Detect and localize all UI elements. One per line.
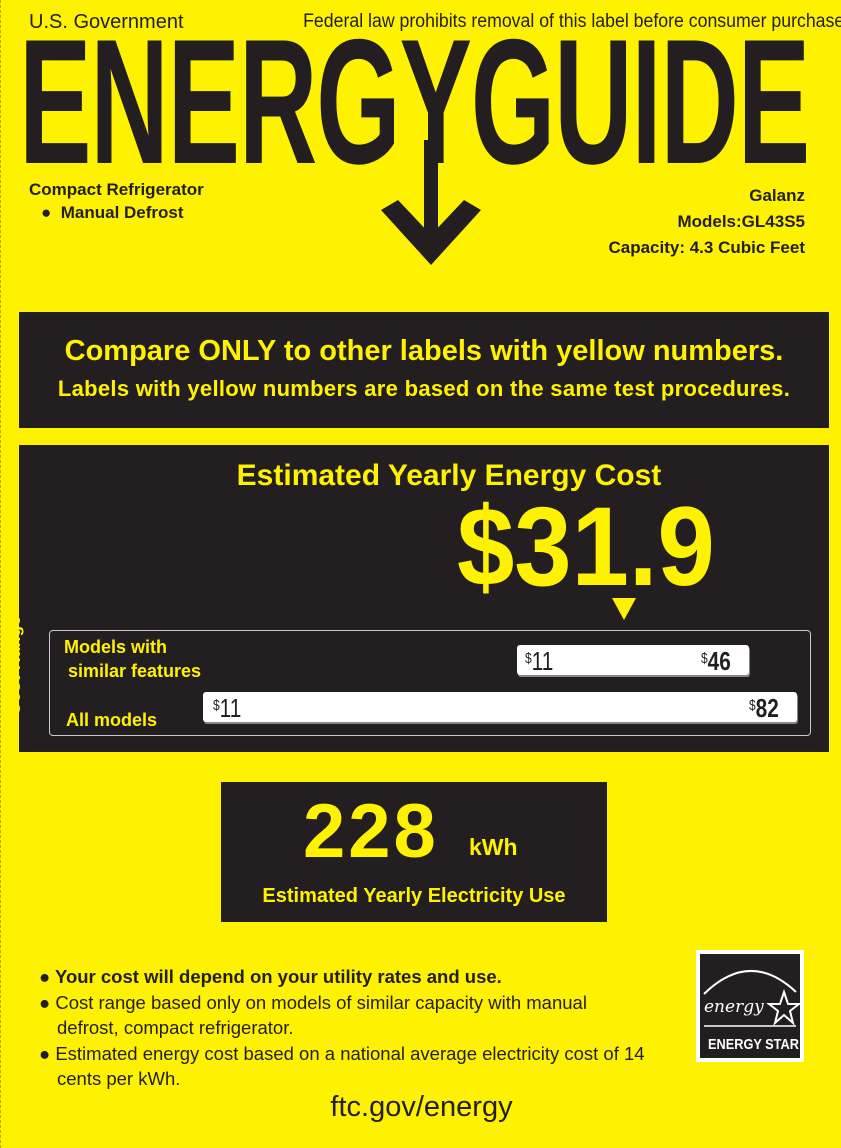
notes-list: ● Your cost will depend on your utility … <box>39 964 649 1092</box>
currency-symbol: $ <box>525 650 532 667</box>
compare-line-1: Compare ONLY to other labels with yellow… <box>64 335 784 367</box>
cost-heading: Estimated Yearly Energy Cost <box>236 459 662 492</box>
note-item: ● Your cost will depend on your utility … <box>39 966 502 987</box>
compare-box: Compare ONLY to other labels with yellow… <box>19 312 829 428</box>
electricity-label: Estimated Yearly Electricity Use <box>262 885 566 907</box>
kwh-value: 228 <box>303 789 439 874</box>
similar-min: 11 <box>531 646 554 676</box>
brand: Galanz <box>749 186 805 205</box>
cost-box: Estimated Yearly Energy Cost $31.9 Cost … <box>5 445 829 752</box>
yearly-cost-value: $31.9 <box>457 484 715 609</box>
kwh-unit: kWh <box>469 834 518 860</box>
energy-star-text: ENERGY STAR <box>708 1036 799 1053</box>
models: Models:GL43S5 <box>677 212 805 231</box>
similar-label-1: Models with <box>64 637 167 657</box>
all-min: 11 <box>219 693 242 723</box>
bullet-icon: ● <box>41 203 52 222</box>
ftc-url[interactable]: ftc.gov/energy <box>330 1091 513 1123</box>
arrow-down-icon <box>381 140 481 265</box>
note-item: ● Estimated energy cost based on a natio… <box>39 1042 645 1090</box>
currency-symbol: $ <box>213 697 220 714</box>
electricity-box: 228 kWh Estimated Yearly Electricity Use <box>221 782 607 922</box>
note-text: Your cost will depend on your utility ra… <box>54 966 502 987</box>
product-type: Compact Refrigerator <box>29 180 204 199</box>
product-feature: Manual Defrost <box>60 203 184 222</box>
energy-star-logo: energy ENERGY STAR <box>696 950 804 1062</box>
all-max: 82 <box>755 693 779 723</box>
energy-script: energy <box>704 997 764 1017</box>
note-text: Cost range based only on models of simil… <box>55 991 587 1039</box>
energyguide-title: ENERGYGUIDE <box>19 2 810 201</box>
note-item: ● Cost range based only on models of sim… <box>39 991 587 1039</box>
energy-star-icon: energy <box>703 970 800 1027</box>
cost-range-box: Models with similar features All models <box>49 630 811 736</box>
currency-symbol: $ <box>701 650 708 667</box>
all-range-bar: $11 $82 <box>203 692 797 723</box>
removal-notice: Federal law prohibits removal of this la… <box>303 11 841 32</box>
cost-marker-icon <box>612 598 636 620</box>
currency-symbol: $ <box>749 697 756 714</box>
similar-max: 46 <box>707 646 731 676</box>
capacity: Capacity: 4.3 Cubic Feet <box>608 238 805 257</box>
similar-label-2: similar features <box>68 661 202 681</box>
cost-range-label: Cost Range <box>5 615 24 715</box>
government-text: U.S. Government <box>29 11 184 33</box>
note-text: Estimated energy cost based on a nationa… <box>55 1042 645 1090</box>
all-models-label: All models <box>66 710 158 730</box>
similar-range-bar: $11 $46 <box>517 645 749 676</box>
compare-line-2: Labels with yellow numbers are based on … <box>57 376 791 401</box>
